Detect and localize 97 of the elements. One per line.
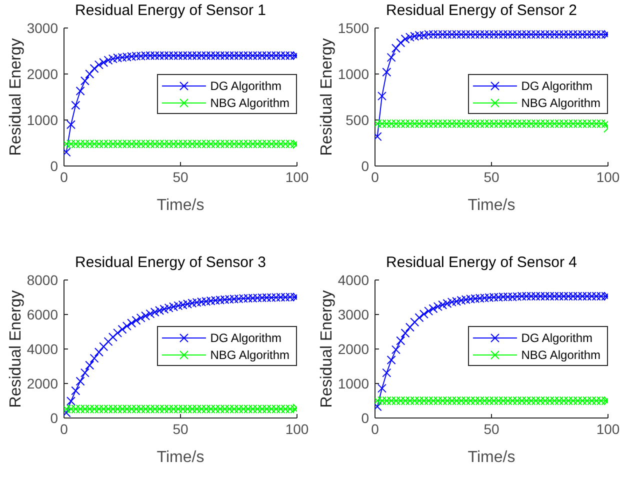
x-tick-label: 100 [596, 168, 620, 185]
x-axis-title: Time/s [468, 449, 516, 466]
point [76, 86, 85, 96]
legend-label: NBG Algorithm [210, 96, 290, 110]
x-axis-title: Time/s [156, 449, 204, 466]
y-axis-title: Residual Energy [318, 38, 336, 156]
x-tick-label: 0 [60, 168, 68, 185]
point [80, 76, 90, 86]
y-tick-label: 0 [50, 158, 58, 174]
legend-label: NBG Algorithm [210, 348, 290, 362]
point [127, 318, 136, 328]
point [141, 311, 150, 320]
legend-label: DG Algorithm [210, 78, 282, 93]
point [400, 34, 410, 44]
x-tick-label: 0 [371, 420, 380, 437]
y-axis-title: Residual Energy [8, 290, 24, 408]
x-tick-label: 0 [371, 168, 380, 185]
point [104, 337, 113, 346]
y-tick-label: 2000 [338, 340, 370, 357]
point [386, 356, 396, 365]
chart-title: Residual Energy of Sensor 1 [75, 2, 266, 19]
y-tick-label: 3000 [338, 306, 370, 322]
y-axis-title: Residual Energy [318, 290, 336, 408]
point [71, 386, 80, 396]
x-tick-label: 50 [172, 168, 188, 185]
point [66, 120, 76, 130]
point [71, 100, 80, 110]
point [391, 345, 400, 354]
chart-title: Residual Energy of Sensor 2 [386, 2, 577, 19]
x-tick-label: 0 [60, 420, 68, 437]
legend-label: NBG Algorithm [521, 96, 601, 110]
legend-label: DG Algorithm [210, 330, 282, 345]
point [391, 44, 400, 53]
point [94, 60, 104, 70]
point [90, 354, 99, 363]
point [377, 384, 386, 393]
point [419, 310, 428, 319]
point [90, 64, 99, 73]
y-tick-label: 6000 [26, 306, 58, 322]
point [382, 68, 392, 77]
point [136, 313, 146, 322]
legend-label: DG Algorithm [521, 78, 593, 93]
y-tick-label: 1000 [26, 112, 58, 128]
y-tick-label: 2000 [26, 375, 58, 392]
point [99, 58, 108, 67]
point [150, 308, 160, 317]
y-tick-label: 8000 [26, 272, 58, 288]
point [405, 322, 414, 332]
y-tick-label: 0 [361, 158, 370, 174]
point [99, 342, 108, 352]
y-tick-label: 1000 [338, 375, 370, 392]
y-tick-label: 0 [50, 410, 58, 426]
point [76, 376, 85, 386]
point [122, 322, 132, 331]
chart-title: Residual Energy of Sensor 4 [386, 254, 577, 271]
point [400, 328, 410, 338]
point [396, 38, 406, 48]
x-tick-label: 100 [285, 420, 309, 437]
x-tick-label: 50 [172, 420, 188, 437]
point [132, 316, 141, 325]
chart-title: Residual Energy of Sensor 3 [75, 254, 266, 271]
x-tick-label: 50 [484, 168, 500, 185]
y-tick-label: 1000 [338, 66, 370, 82]
y-axis-title: Residual Energy [8, 38, 24, 156]
point [66, 396, 76, 406]
point [428, 304, 438, 314]
legend-label: NBG Algorithm [521, 348, 601, 362]
point [396, 336, 406, 346]
x-axis-title: Time/s [156, 197, 204, 214]
point [386, 52, 396, 62]
y-tick-label: 4000 [26, 340, 58, 357]
x-tick-label: 100 [285, 168, 309, 185]
point [410, 318, 420, 327]
y-tick-label: 4000 [338, 272, 370, 288]
point [433, 302, 442, 312]
y-tick-label: 2000 [26, 66, 58, 82]
point [424, 306, 434, 316]
y-tick-label: 0 [361, 410, 370, 426]
point [108, 332, 118, 342]
x-tick-label: 50 [484, 420, 500, 437]
y-tick-label: 3000 [26, 20, 58, 36]
point [85, 360, 94, 370]
point [146, 309, 155, 318]
point [85, 70, 94, 78]
point [414, 313, 424, 322]
point [377, 92, 386, 101]
point [113, 328, 122, 338]
point [118, 324, 127, 334]
x-axis-title: Time/s [468, 197, 516, 214]
y-tick-label: 1500 [338, 20, 370, 36]
point [94, 348, 104, 357]
point [382, 368, 392, 378]
x-tick-label: 100 [596, 420, 620, 437]
y-tick-label: 500 [346, 112, 370, 128]
point [438, 300, 448, 310]
legend-label: DG Algorithm [521, 330, 593, 345]
point [80, 368, 90, 378]
